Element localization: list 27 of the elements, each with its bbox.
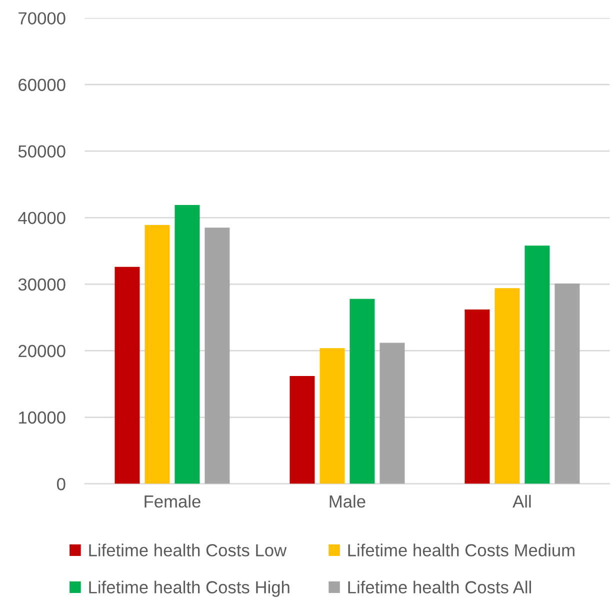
legend-label: Lifetime health Costs Low <box>89 544 287 556</box>
x-tick-label: Female <box>144 494 200 508</box>
y-tick-label: 20000 <box>18 344 66 358</box>
bar <box>320 348 345 484</box>
y-tick-label: 40000 <box>18 212 66 224</box>
y-tick-label: 50000 <box>18 145 66 158</box>
bar <box>290 376 315 484</box>
bar <box>204 228 230 484</box>
bar <box>524 246 550 484</box>
y-tick-label: 30000 <box>18 278 66 291</box>
bar <box>494 288 520 484</box>
y-tick-label: 70000 <box>18 12 66 24</box>
legend-label: Lifetime health Costs Medium <box>348 544 574 556</box>
bar <box>144 224 170 484</box>
y-tick-label: 60000 <box>18 78 66 92</box>
bar <box>350 298 375 484</box>
x-tick-label: Male <box>330 494 366 508</box>
x-tick-label: All <box>512 494 531 508</box>
y-tick-label: 0 <box>57 478 66 490</box>
bar <box>554 284 580 484</box>
legend-label: Lifetime health Costs All <box>348 580 531 594</box>
legend-label: Lifetime health Costs High <box>89 580 290 597</box>
y-tick-label: 10000 <box>19 411 66 424</box>
bar <box>174 205 200 484</box>
bar <box>114 266 140 484</box>
bar <box>380 342 405 484</box>
bar <box>464 309 490 484</box>
